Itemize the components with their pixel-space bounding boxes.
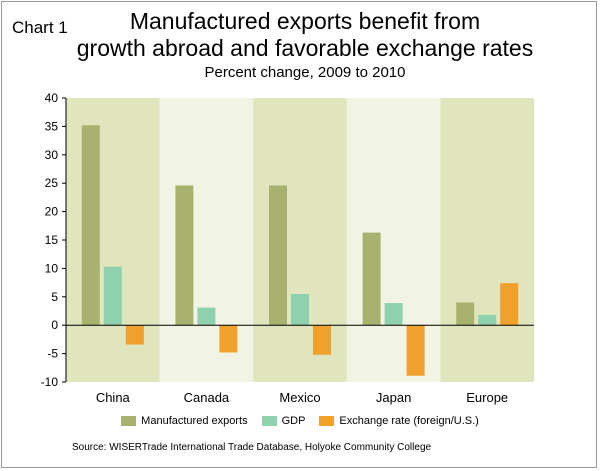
bar-europe-manufactured-exports [456,302,475,326]
y-tick-label: 25 [45,176,59,190]
bar-mexico-manufactured-exports [269,185,287,326]
x-tick-label-canada: Canada [184,390,230,405]
y-tick-label: 10 [45,261,59,275]
chart-title-line-1: Manufactured exports benefit from [129,8,481,34]
legend-label-exchange-rate: Exchange rate (foreign/U.S.) [339,415,479,427]
bar-canada-manufactured-exports [175,185,194,326]
x-tick-label-europe: Europe [466,390,508,405]
x-tick-label-mexico: Mexico [279,390,320,405]
category-band-mexico [253,98,347,382]
category-band-canada [159,98,254,382]
source-note: Source: WISERTrade International Trade D… [72,442,432,453]
y-tick-label: 40 [45,91,59,105]
legend-label-gdp: GDP [281,415,306,427]
bar-japan-gdp [384,303,403,326]
legend: Manufactured exports GDP Exchange rate (… [0,415,600,427]
legend-item-gdp: GDP [261,415,306,427]
legend-item-exchange-rate: Exchange rate (foreign/U.S.) [319,415,479,427]
bar-china-manufactured-exports [81,125,100,326]
chart-number-label: Chart 1 [12,18,68,37]
bar-canada-gdp [197,307,216,326]
bar-mexico-gdp [291,293,309,326]
legend-item-manufactured-exports: Manufactured exports [121,415,248,427]
x-tick-label-japan: Japan [376,390,411,405]
legend-label-manufactured-exports: Manufactured exports [141,415,248,427]
y-tick-label: 20 [45,205,59,219]
y-tick-label: 30 [45,148,59,162]
bar-japan-manufactured-exports [362,232,381,326]
bar-canada-exchange-rate [219,325,238,353]
category-band-japan [346,98,441,382]
y-tick-label: -10 [41,375,59,389]
x-tick-label-china: China [96,390,131,405]
bar-china-exchange-rate [125,325,144,345]
y-tick-label: -5 [47,347,58,361]
category-band-europe [440,98,534,382]
y-tick-label: 15 [45,233,59,247]
chart-title: Manufactured exports benefit from growth… [70,8,540,62]
bar-europe-exchange-rate [500,283,519,326]
legend-swatch-exchange-rate [319,416,335,426]
chart-subtitle: Percent change, 2009 to 2010 [204,64,406,81]
legend-swatch-manufactured-exports [121,416,137,426]
bar-europe-gdp [478,314,497,326]
bar-mexico-exchange-rate [313,325,331,355]
category-band-china [66,98,160,382]
chart-title-line-2: growth abroad and favorable exchange rat… [76,35,534,61]
y-tick-label: 0 [51,318,58,332]
legend-swatch-gdp [261,416,277,426]
bar-china-gdp [103,266,122,326]
bar-japan-exchange-rate [406,325,425,376]
y-tick-label: 5 [51,290,58,304]
y-tick-label: 35 [45,119,59,133]
